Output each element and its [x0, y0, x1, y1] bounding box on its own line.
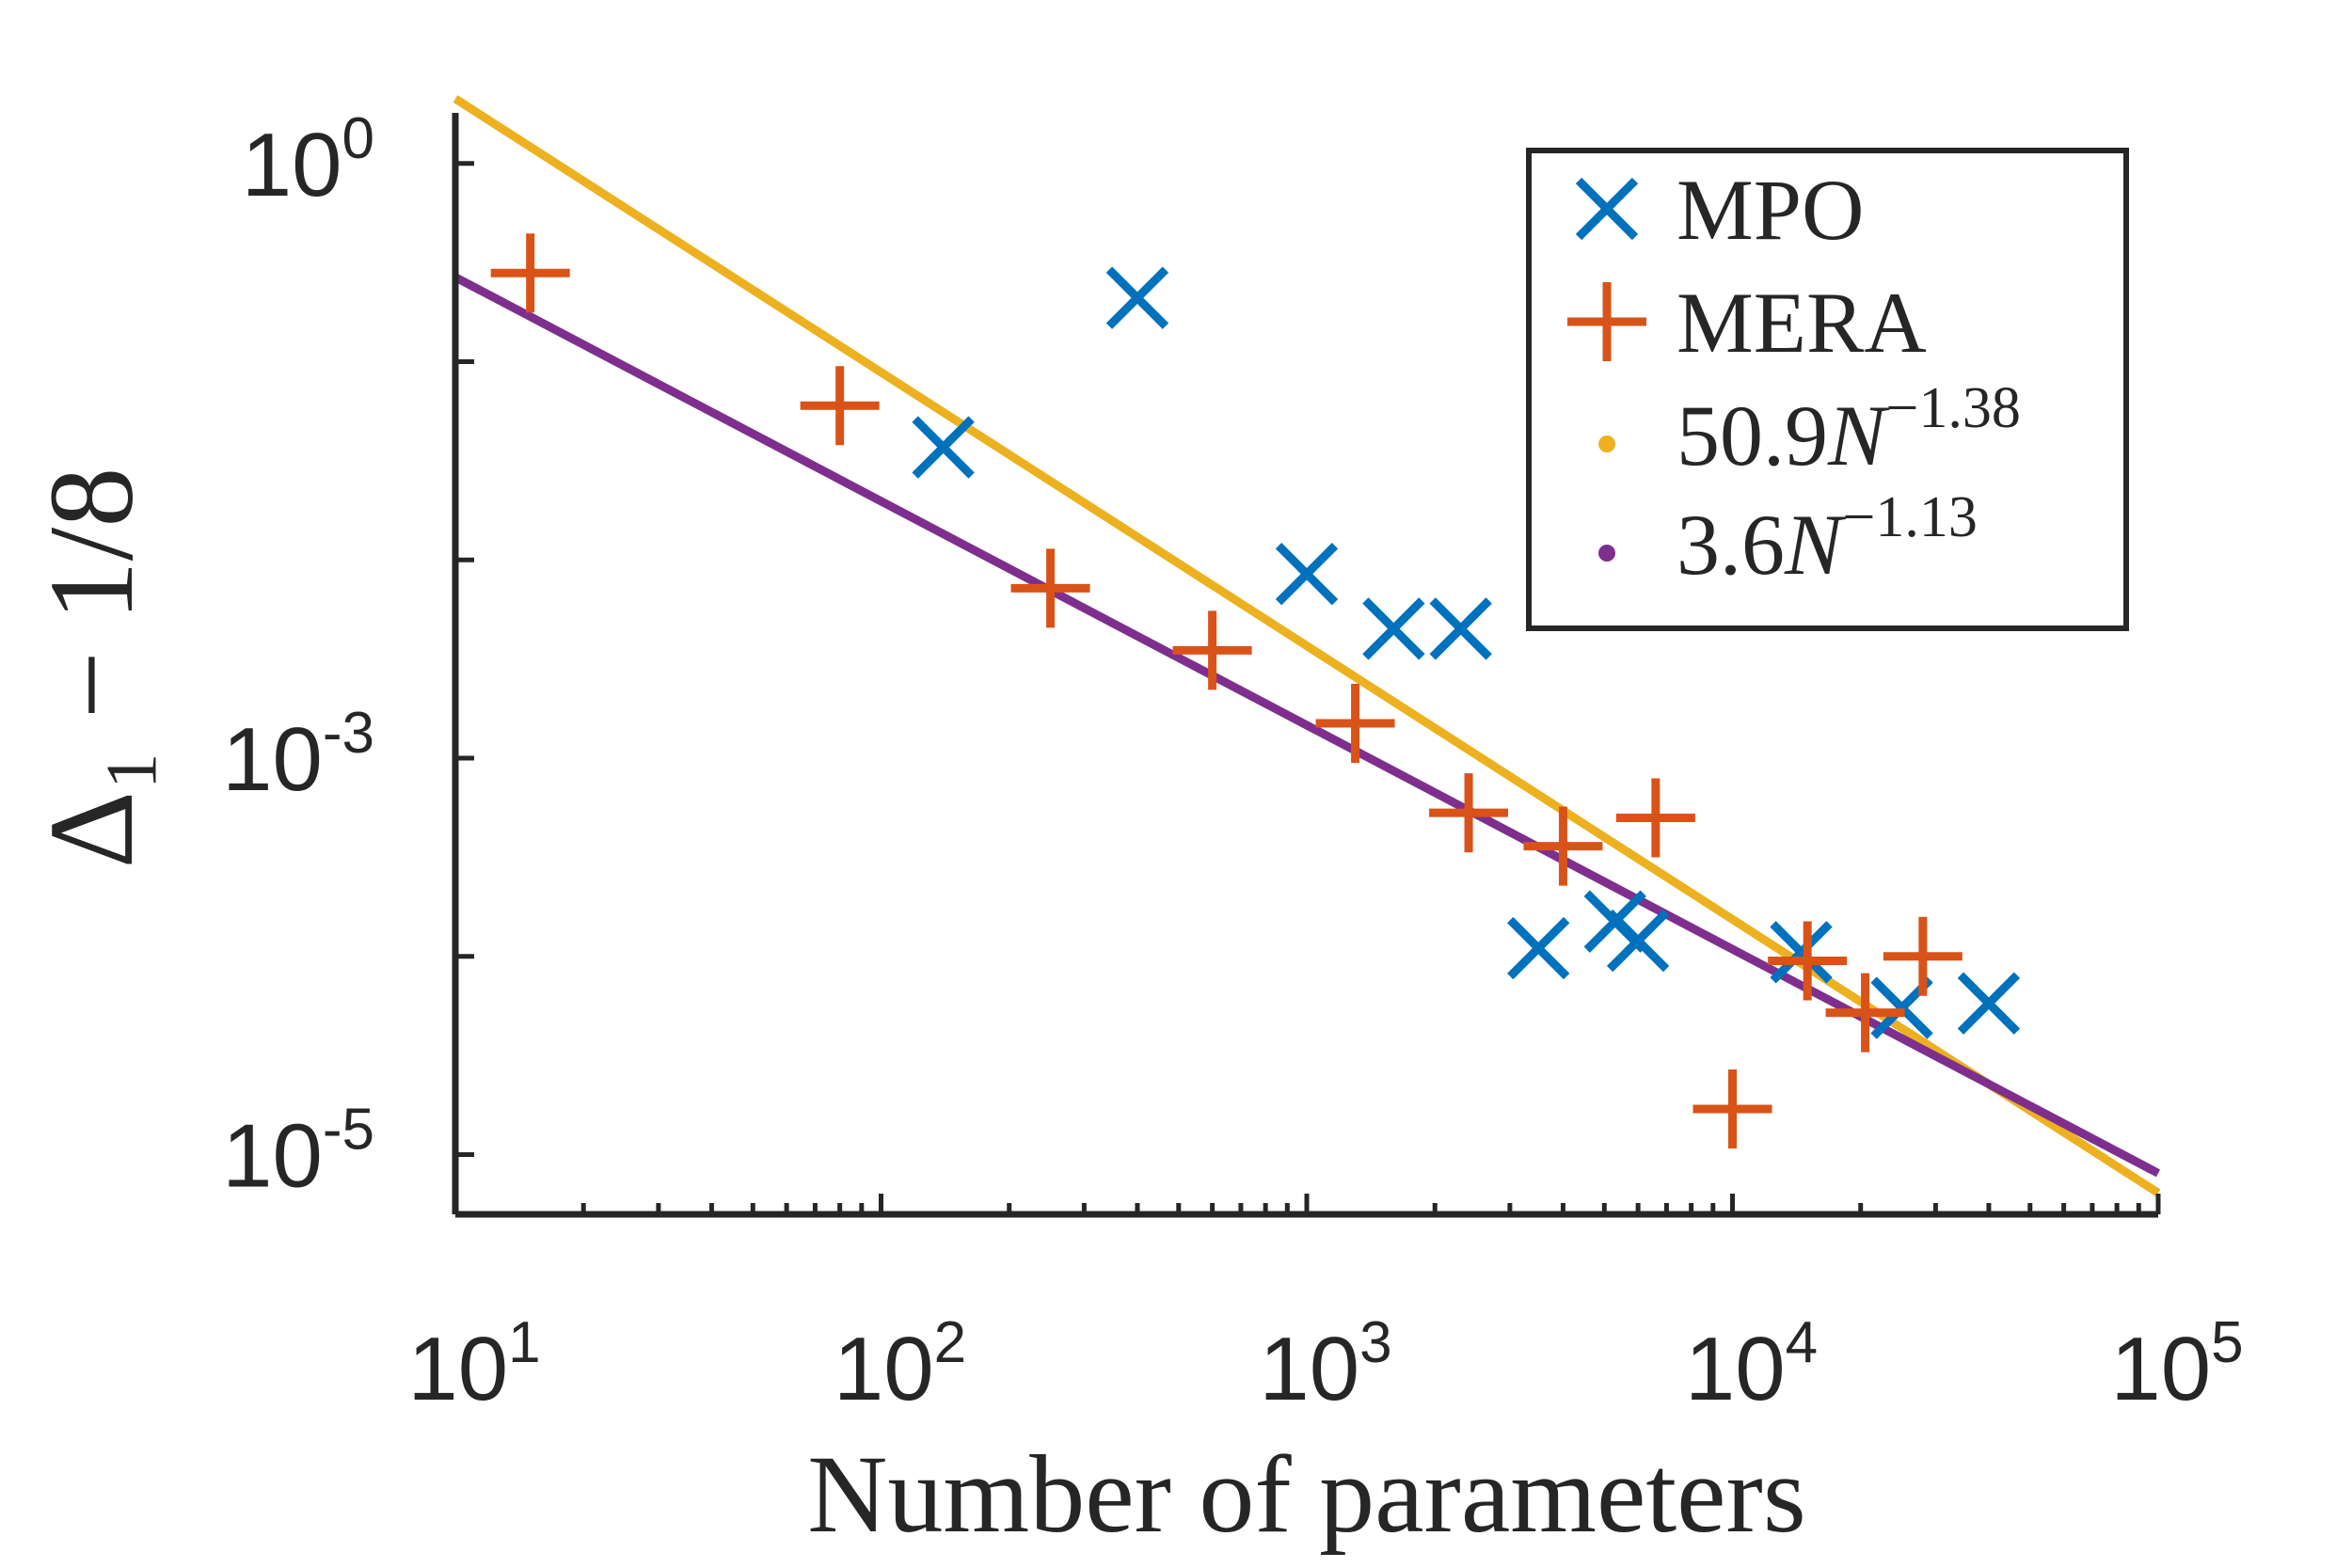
marker-mera-4: [1315, 683, 1395, 763]
marker-mera-1: [800, 366, 880, 446]
marker-mera-9: [1768, 921, 1848, 1001]
marker-mpo-8: [1770, 921, 1833, 984]
ticks: [453, 161, 2161, 1214]
x-tick-label-3: 104: [1685, 1310, 1818, 1419]
x-axis-label: Number of parameters: [807, 1433, 1806, 1556]
marker-mpo-10: [1957, 972, 2021, 1035]
legend-marker-mera: [1567, 282, 1646, 361]
y-tick-label-2: 10-5: [222, 1098, 374, 1207]
legend-dot-fit-0: [1598, 436, 1615, 452]
marker-mpo-5: [1507, 916, 1570, 980]
tick-labels: 101 102 103 104 105 100 10-3 10-5: [222, 106, 2244, 1419]
marker-mera-11: [1883, 916, 1963, 996]
marker-mera-2: [1010, 548, 1090, 628]
x-tick-label-0: 101: [407, 1310, 540, 1419]
marker-mera-0: [490, 233, 570, 313]
legend-label-fit-1: 3.6N−1.13: [1677, 485, 1978, 593]
marker-mpo-1: [1105, 266, 1169, 329]
marker-mpo-3: [1362, 597, 1425, 660]
marker-mpo-7: [1606, 909, 1670, 973]
marker-mera-10: [1825, 973, 1905, 1053]
marker-mera-7: [1615, 778, 1695, 858]
y-tick-label-0: 100: [242, 106, 374, 215]
x-tick-label-1: 102: [834, 1310, 966, 1419]
x-tick-label-4: 105: [2110, 1310, 2243, 1419]
y-axis-label: Δ₁ − 1/8: [24, 467, 158, 869]
marker-mera-8: [1692, 1069, 1772, 1148]
legend-label-mera: MERA: [1677, 275, 1927, 371]
marker-mpo-2: [1275, 542, 1339, 606]
marker-mpo-4: [1429, 597, 1492, 660]
legend-marker-mpo: [1575, 177, 1639, 241]
legend-label-mpo: MPO: [1677, 162, 1864, 258]
legend-label-fit-0: 50.9N−1.38: [1677, 376, 2021, 483]
marker-mera-3: [1172, 610, 1252, 690]
fit-line-1: [453, 273, 2161, 1178]
marker-mera-6: [1523, 806, 1603, 886]
marker-mpo-0: [912, 416, 975, 479]
marker-mera-5: [1429, 773, 1509, 853]
x-tick-label-2: 103: [1259, 1310, 1391, 1419]
data-markers: [490, 233, 2021, 1148]
legend-dot-fit-1: [1598, 545, 1615, 562]
y-tick-label-1: 10-3: [222, 701, 374, 810]
